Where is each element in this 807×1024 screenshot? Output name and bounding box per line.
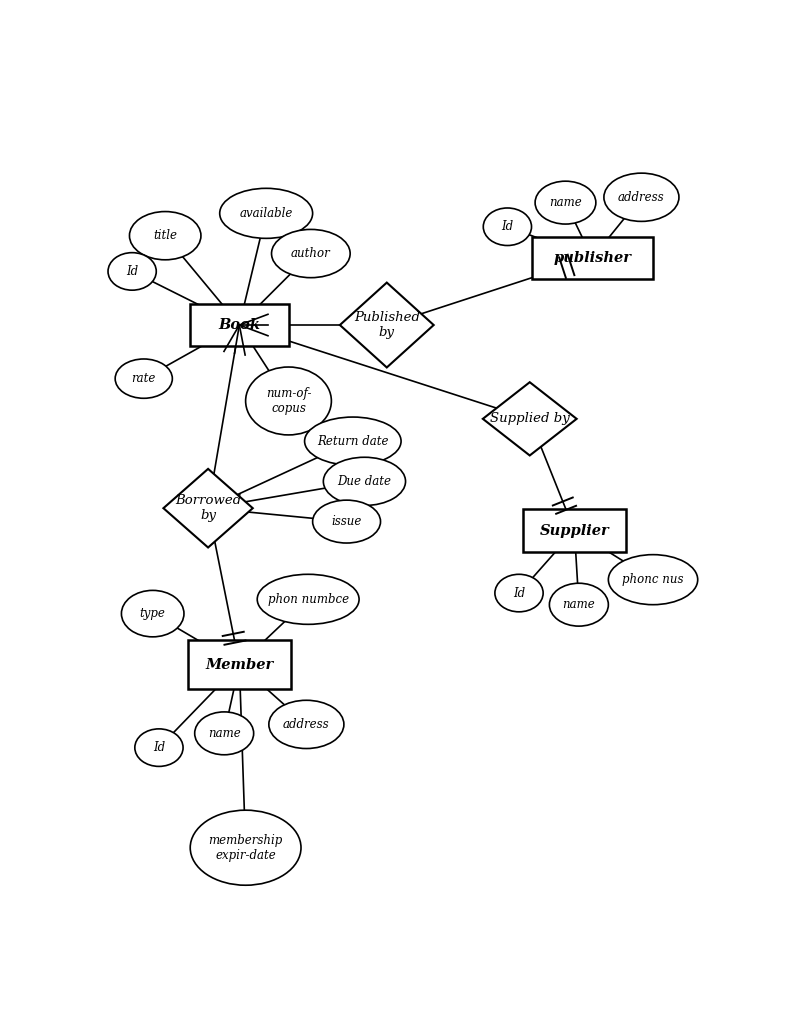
- Text: Supplied by: Supplied by: [490, 413, 570, 425]
- Ellipse shape: [135, 729, 183, 766]
- Ellipse shape: [312, 500, 381, 543]
- Ellipse shape: [194, 712, 253, 755]
- Text: name: name: [549, 197, 582, 209]
- Text: type: type: [140, 607, 165, 621]
- Ellipse shape: [550, 584, 608, 626]
- Bar: [523, 509, 625, 552]
- Text: author: author: [291, 247, 331, 260]
- Ellipse shape: [220, 188, 312, 239]
- Ellipse shape: [108, 253, 157, 290]
- Ellipse shape: [604, 173, 679, 221]
- Text: title: title: [153, 229, 178, 243]
- Text: name: name: [207, 727, 240, 739]
- Text: address: address: [618, 190, 665, 204]
- Text: membership
expir-date: membership expir-date: [208, 834, 282, 862]
- Bar: [190, 303, 289, 346]
- Ellipse shape: [304, 417, 401, 465]
- Ellipse shape: [324, 458, 406, 506]
- Text: rate: rate: [132, 372, 156, 385]
- Bar: [188, 640, 291, 689]
- Text: Id: Id: [513, 587, 525, 600]
- Ellipse shape: [245, 367, 332, 435]
- Ellipse shape: [115, 359, 173, 398]
- Ellipse shape: [269, 700, 344, 749]
- Ellipse shape: [271, 229, 350, 278]
- Polygon shape: [340, 283, 433, 368]
- Ellipse shape: [535, 181, 596, 224]
- Ellipse shape: [257, 574, 359, 625]
- Text: available: available: [240, 207, 293, 220]
- Ellipse shape: [129, 212, 201, 260]
- Text: Published
by: Published by: [353, 311, 420, 339]
- Text: Member: Member: [205, 657, 274, 672]
- Text: Due date: Due date: [337, 475, 391, 487]
- Text: Supplier: Supplier: [540, 523, 609, 538]
- Text: Id: Id: [153, 741, 165, 754]
- Text: Borrowed
by: Borrowed by: [175, 495, 241, 522]
- Ellipse shape: [121, 591, 184, 637]
- Bar: [532, 237, 653, 280]
- Text: phon numbce: phon numbce: [268, 593, 349, 606]
- Text: name: name: [562, 598, 596, 611]
- Text: num-of-
copus: num-of- copus: [266, 387, 312, 415]
- Text: Return date: Return date: [317, 434, 389, 447]
- Text: issue: issue: [332, 515, 362, 528]
- Text: Id: Id: [501, 220, 513, 233]
- Polygon shape: [483, 382, 577, 456]
- Text: Book: Book: [219, 318, 261, 332]
- Text: Id: Id: [126, 265, 138, 278]
- Ellipse shape: [190, 810, 301, 885]
- Polygon shape: [163, 469, 253, 548]
- Ellipse shape: [483, 208, 532, 246]
- Ellipse shape: [495, 574, 543, 611]
- Text: address: address: [283, 718, 330, 731]
- Text: phonc nus: phonc nus: [622, 573, 684, 586]
- Text: publisher: publisher: [554, 251, 631, 265]
- Ellipse shape: [608, 555, 698, 605]
